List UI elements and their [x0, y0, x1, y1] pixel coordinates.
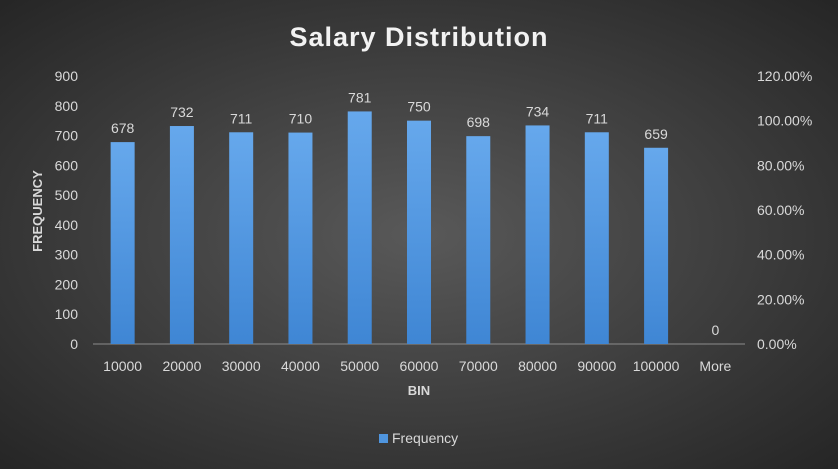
legend-swatch [379, 434, 388, 443]
x-tick-label: 70000 [459, 358, 498, 374]
y-tick-label: 600 [55, 157, 79, 173]
secondary-y-tick-label: 40.00% [757, 247, 804, 263]
bar-data-label: 0 [711, 322, 719, 338]
bar [288, 132, 313, 344]
bar [347, 111, 372, 345]
legend-label: Frequency [392, 430, 458, 446]
secondary-y-tick-label: 60.00% [757, 202, 804, 218]
x-tick-label: 60000 [400, 358, 439, 374]
bar-data-label: 659 [644, 126, 668, 142]
bar-data-label: 711 [586, 110, 609, 126]
y-tick-label: 100 [55, 306, 79, 322]
bar [169, 126, 194, 344]
y-axis-ticks: 0 100 200 300 400 500 600 700 800 900 [55, 68, 79, 352]
y-tick-label: 0 [70, 336, 78, 352]
x-tick-label: 50000 [340, 358, 379, 374]
bar-data-label: 710 [289, 111, 313, 127]
y-tick-label: 400 [55, 217, 79, 233]
x-axis-label: BIN [408, 383, 430, 398]
y-tick-label: 700 [55, 128, 79, 144]
x-tick-label: 80000 [518, 358, 557, 374]
secondary-y-tick-label: 20.00% [757, 291, 804, 307]
legend: Frequency [379, 430, 458, 446]
bar [644, 147, 669, 344]
bar [466, 136, 491, 344]
bar-data-label: 678 [111, 120, 135, 136]
data-labels: 678 732 711 710 781 750 698 734 711 659 0 [111, 89, 720, 338]
bar-data-label: 750 [407, 99, 431, 115]
bar-data-label: 698 [467, 114, 491, 130]
y-tick-label: 800 [55, 98, 79, 114]
bar-data-label: 732 [170, 104, 194, 120]
y-tick-label: 900 [55, 68, 79, 84]
bar-series [110, 111, 669, 345]
y-tick-label: 500 [55, 187, 79, 203]
bar [584, 132, 609, 344]
x-tick-label: More [699, 358, 731, 374]
x-tick-label: 10000 [103, 358, 142, 374]
y-tick-label: 200 [55, 276, 79, 292]
bar-data-label: 734 [526, 103, 550, 119]
secondary-y-tick-label: 100.00% [757, 113, 812, 129]
x-tick-label: 30000 [222, 358, 261, 374]
x-tick-label: 100000 [633, 358, 680, 374]
y-tick-label: 300 [55, 247, 79, 263]
secondary-y-tick-label: 120.00% [757, 68, 812, 84]
secondary-y-axis-ticks: 0.00% 20.00% 40.00% 60.00% 80.00% 100.00% 120.… [757, 68, 812, 352]
x-tick-label: 90000 [577, 358, 616, 374]
secondary-y-tick-label: 80.00% [757, 157, 804, 173]
bar [525, 125, 550, 344]
x-tick-label: 20000 [162, 358, 201, 374]
x-tick-label: 40000 [281, 358, 320, 374]
x-axis-ticks: 10000 20000 30000 40000 50000 60000 70000 80000… [103, 358, 731, 374]
bar [407, 120, 431, 345]
bar-data-label: 781 [348, 89, 372, 105]
secondary-y-tick-label: 0.00% [757, 336, 797, 352]
bar [110, 142, 135, 344]
chart-title: Salary Distribution [289, 22, 548, 52]
y-axis-label: FREQUENCY [30, 170, 45, 252]
bar-data-label: 711 [230, 110, 253, 126]
bar [229, 132, 254, 344]
